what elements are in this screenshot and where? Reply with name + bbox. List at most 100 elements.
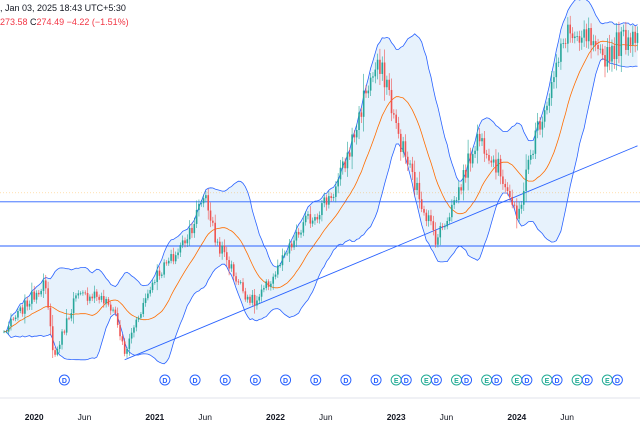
x-tick-label: Jun bbox=[440, 412, 454, 422]
candle-body bbox=[381, 62, 384, 74]
candle-body bbox=[404, 141, 407, 157]
candle-body bbox=[114, 309, 117, 314]
candle-body bbox=[346, 152, 349, 169]
candle-body bbox=[448, 217, 451, 222]
candle-body bbox=[314, 217, 316, 221]
candle-body bbox=[100, 296, 103, 300]
dividend-event-marker bbox=[400, 374, 412, 386]
candle-body bbox=[546, 105, 548, 111]
candle-body bbox=[583, 29, 585, 38]
candle-body bbox=[154, 282, 156, 283]
candle-body bbox=[140, 314, 142, 318]
x-tick-label: Jun bbox=[319, 412, 333, 422]
candle-body bbox=[615, 32, 618, 60]
candle-body bbox=[509, 190, 511, 197]
candle-body bbox=[451, 204, 453, 218]
earnings-event-label: E bbox=[575, 378, 580, 385]
candle-body bbox=[330, 196, 332, 199]
candle-body bbox=[170, 254, 172, 261]
dividend-event-marker bbox=[430, 374, 442, 386]
candle-body bbox=[492, 159, 495, 163]
dividend-event-marker bbox=[249, 374, 261, 386]
candle-body bbox=[235, 276, 237, 282]
candle-body bbox=[592, 41, 595, 46]
candle-body bbox=[82, 292, 84, 294]
candle-body bbox=[137, 317, 140, 320]
x-tick-label: 2020 bbox=[25, 412, 44, 422]
candle-body bbox=[214, 222, 216, 243]
candle-body bbox=[119, 324, 121, 337]
candle-body bbox=[316, 217, 319, 220]
candle-body bbox=[564, 43, 567, 44]
candle-body bbox=[75, 295, 77, 299]
dividend-event-marker bbox=[551, 374, 563, 386]
candle-body bbox=[109, 304, 112, 311]
candle-body bbox=[33, 291, 35, 300]
candle-body bbox=[40, 290, 42, 295]
candle-body bbox=[72, 298, 75, 314]
candle-body bbox=[277, 265, 279, 275]
candle-body bbox=[267, 281, 270, 287]
candle-body bbox=[520, 204, 523, 209]
candle-body bbox=[437, 237, 439, 245]
candle-body bbox=[149, 290, 152, 294]
candle-body bbox=[147, 293, 149, 299]
candle-body bbox=[181, 240, 184, 246]
candle-body bbox=[256, 300, 258, 306]
candle-body bbox=[297, 231, 300, 235]
candle-body bbox=[474, 150, 476, 155]
candle-body bbox=[497, 158, 500, 173]
candle-body bbox=[358, 112, 360, 130]
candle-body bbox=[597, 44, 599, 49]
candle-body bbox=[534, 130, 537, 154]
candle-body bbox=[5, 331, 8, 333]
candle-body bbox=[223, 245, 226, 253]
candle-body bbox=[174, 255, 177, 262]
candle-body bbox=[300, 232, 302, 235]
candle-body bbox=[126, 348, 128, 354]
candle-body bbox=[286, 253, 288, 255]
candle-body bbox=[618, 32, 620, 56]
candle-body bbox=[116, 313, 119, 325]
candle-body bbox=[606, 47, 609, 67]
candle-body bbox=[627, 37, 630, 50]
candle-body bbox=[462, 170, 465, 191]
candle-body bbox=[557, 61, 560, 63]
chart-header: , Jan 03, 2025 18:43 UTC+5:30 bbox=[0, 2, 126, 14]
candle-body bbox=[434, 230, 437, 245]
candle-body bbox=[539, 121, 541, 130]
candle-body bbox=[246, 296, 249, 300]
candle-body bbox=[587, 28, 590, 42]
candle-body bbox=[135, 319, 138, 328]
change-value: −4.22 (−1.51%) bbox=[66, 17, 129, 27]
candle-body bbox=[471, 154, 474, 164]
x-tick-label: Jun bbox=[198, 412, 212, 422]
candle-body bbox=[518, 208, 520, 219]
candle-body bbox=[212, 220, 214, 223]
dividend-event-label: D bbox=[585, 378, 590, 385]
x-tick-label: 2023 bbox=[387, 412, 406, 422]
candle-body bbox=[295, 231, 298, 241]
candle-body bbox=[527, 159, 530, 170]
dividend-event-marker bbox=[581, 374, 593, 386]
dividend-event-marker bbox=[159, 374, 171, 386]
candle-body bbox=[193, 223, 196, 234]
candle-body bbox=[198, 203, 200, 211]
dividend-event-label: D bbox=[434, 378, 439, 385]
dividend-event-label: D bbox=[193, 378, 198, 385]
dividend-event-marker bbox=[521, 374, 533, 386]
candle-body bbox=[636, 33, 639, 43]
candle-body bbox=[51, 326, 54, 351]
candle-body bbox=[163, 262, 165, 275]
candle-body bbox=[406, 156, 409, 165]
candle-body bbox=[567, 24, 569, 44]
candle-body bbox=[44, 280, 47, 289]
x-tick-label: 2024 bbox=[507, 412, 526, 422]
candle-body bbox=[516, 205, 518, 219]
candle-body bbox=[156, 270, 158, 283]
candle-body bbox=[49, 307, 52, 327]
earnings-event-label: E bbox=[605, 378, 610, 385]
candle-body bbox=[548, 98, 551, 106]
